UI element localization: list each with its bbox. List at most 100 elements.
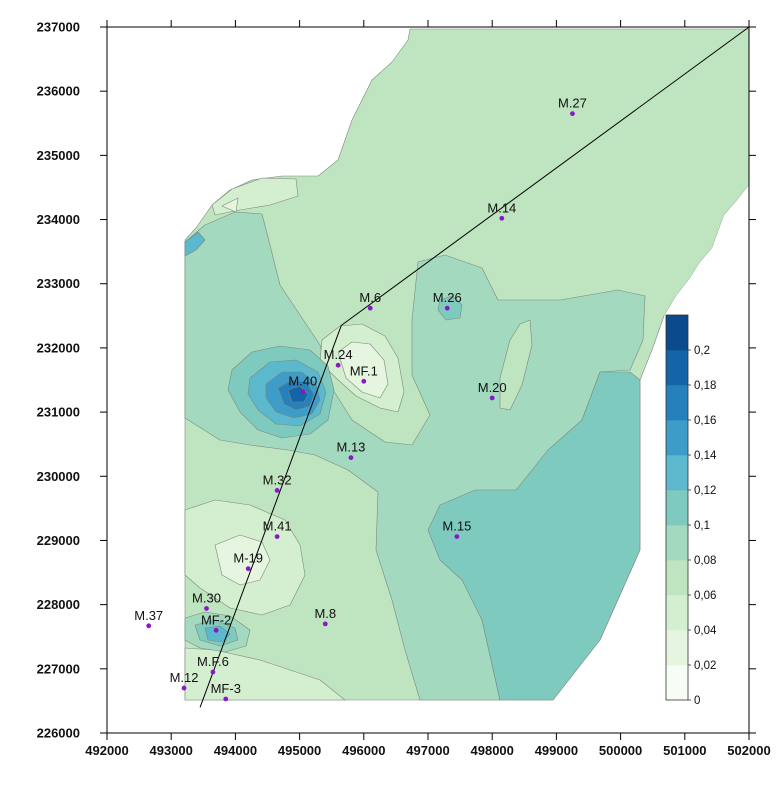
colorbar-swatch	[666, 350, 688, 386]
well-marker	[213, 627, 219, 633]
contour-band-0-10	[427, 371, 641, 701]
well-marker	[274, 534, 280, 540]
well-marker	[204, 606, 209, 611]
well-label: M.15	[442, 519, 471, 534]
well-label: M.13	[337, 440, 366, 455]
y-tick-label: 232000	[37, 340, 80, 355]
y-tick-label: 226000	[37, 726, 80, 741]
x-tick-label: 492000	[85, 743, 128, 758]
colorbar-label: 0,04	[694, 625, 717, 637]
colorbar-swatch	[666, 560, 688, 596]
contour-band-0-04	[214, 534, 271, 586]
y-tick-label: 234000	[37, 212, 80, 227]
well-label: M.26	[433, 290, 462, 305]
colorbar: 0 0,02 0,04 0,06 0,08 0,1 0,12 0,14 0,16 0,18 0,2	[665, 314, 717, 707]
x-tick-label: 497000	[406, 743, 449, 758]
contour-band-0-02	[337, 341, 389, 399]
well-marker	[367, 305, 373, 311]
y-tick-label: 228000	[37, 597, 80, 612]
contour-band-0-04	[221, 197, 239, 213]
well-label: M.20	[478, 380, 507, 395]
colorbar-label: 0,02	[694, 660, 716, 672]
x-tick-label: 493000	[150, 743, 193, 758]
contour-band-0-10	[437, 295, 463, 321]
contour-band-0-14	[184, 231, 206, 257]
colorbar-swatch	[666, 595, 688, 631]
colorbar-swatch	[666, 490, 688, 526]
well-marker	[274, 487, 280, 493]
colorbar-label: 0,08	[694, 555, 716, 567]
y-tick-label: 230000	[37, 469, 80, 484]
well-marker	[489, 395, 495, 401]
colorbar-label: 0,12	[694, 485, 716, 497]
well-label: M.41	[263, 519, 292, 534]
well-marker	[444, 305, 450, 311]
well-label: MF-3	[211, 681, 241, 696]
x-tick-label: 499000	[535, 743, 578, 758]
well-label: M.6	[359, 290, 381, 305]
well-marker	[146, 623, 152, 629]
colorbar-swatch	[666, 665, 688, 701]
colorbar-label: 0,2	[694, 345, 710, 357]
well-label: M.12	[170, 670, 199, 685]
well-label: M.F.6	[197, 654, 229, 669]
well-label: M.32	[263, 472, 292, 487]
contour-fills	[184, 28, 749, 701]
colorbar-label: 0,14	[694, 450, 717, 462]
colorbar-swatch	[666, 455, 688, 491]
colorbar-swatch	[666, 385, 688, 421]
well-label: M.24	[324, 347, 353, 362]
well-marker	[181, 685, 187, 691]
well-marker	[570, 111, 575, 117]
y-tick-label: 235000	[37, 148, 80, 163]
well-label: M.40	[288, 374, 317, 389]
y-tick-label: 237000	[37, 20, 80, 35]
x-tick-label: 500000	[599, 743, 642, 758]
x-tick-label: 498000	[471, 743, 514, 758]
well-marker	[335, 362, 341, 368]
well-marker	[361, 378, 367, 384]
x-tick-label: 502000	[727, 743, 770, 758]
colorbar-frame	[665, 314, 689, 701]
well-label: MF-2	[201, 612, 231, 627]
y-tick-label: 231000	[37, 405, 80, 420]
well-marker	[348, 455, 354, 461]
colorbar-swatch	[666, 630, 688, 666]
well-label: MF.1	[350, 363, 378, 378]
colorbar-label: 0,06	[694, 590, 716, 602]
profile-line	[199, 26, 750, 708]
x-tick-label: 496000	[342, 743, 385, 758]
well-marker	[322, 621, 328, 627]
well-label: M.30	[192, 590, 221, 605]
well-marker	[210, 669, 216, 675]
well-marker	[245, 566, 251, 572]
well-label: M-19	[233, 551, 263, 566]
well-marker	[499, 215, 505, 221]
x-axis: 492000 493000 494000 495000 496000 497000 4980…	[85, 20, 771, 758]
colorbar-swatch	[666, 420, 688, 456]
well-label: M.8	[314, 606, 336, 621]
colorbar-label: 0	[694, 695, 700, 707]
y-axis: 226000 227000 228000 229000 230000 231000 2320…	[37, 20, 756, 741]
well-marker	[300, 389, 306, 394]
colorbar-label: 0,16	[694, 415, 716, 427]
well-marker	[223, 696, 229, 702]
well-label: M.14	[487, 200, 516, 215]
colorbar-label: 0,1	[694, 520, 710, 532]
y-tick-label: 229000	[37, 533, 80, 548]
well-marker	[454, 534, 460, 540]
colorbar-swatch	[666, 315, 688, 351]
contour-band-0-06	[499, 319, 533, 411]
colorbar-label: 0,18	[694, 380, 716, 392]
no-data-mask	[664, 185, 749, 316]
x-tick-label: 501000	[663, 743, 706, 758]
y-tick-label: 233000	[37, 276, 80, 291]
y-tick-label: 236000	[37, 84, 80, 99]
well-label: M.37	[134, 608, 163, 623]
x-tick-label: 495000	[278, 743, 321, 758]
x-tick-label: 494000	[214, 743, 257, 758]
y-tick-label: 227000	[37, 661, 80, 676]
well-label: M.27	[558, 96, 587, 111]
